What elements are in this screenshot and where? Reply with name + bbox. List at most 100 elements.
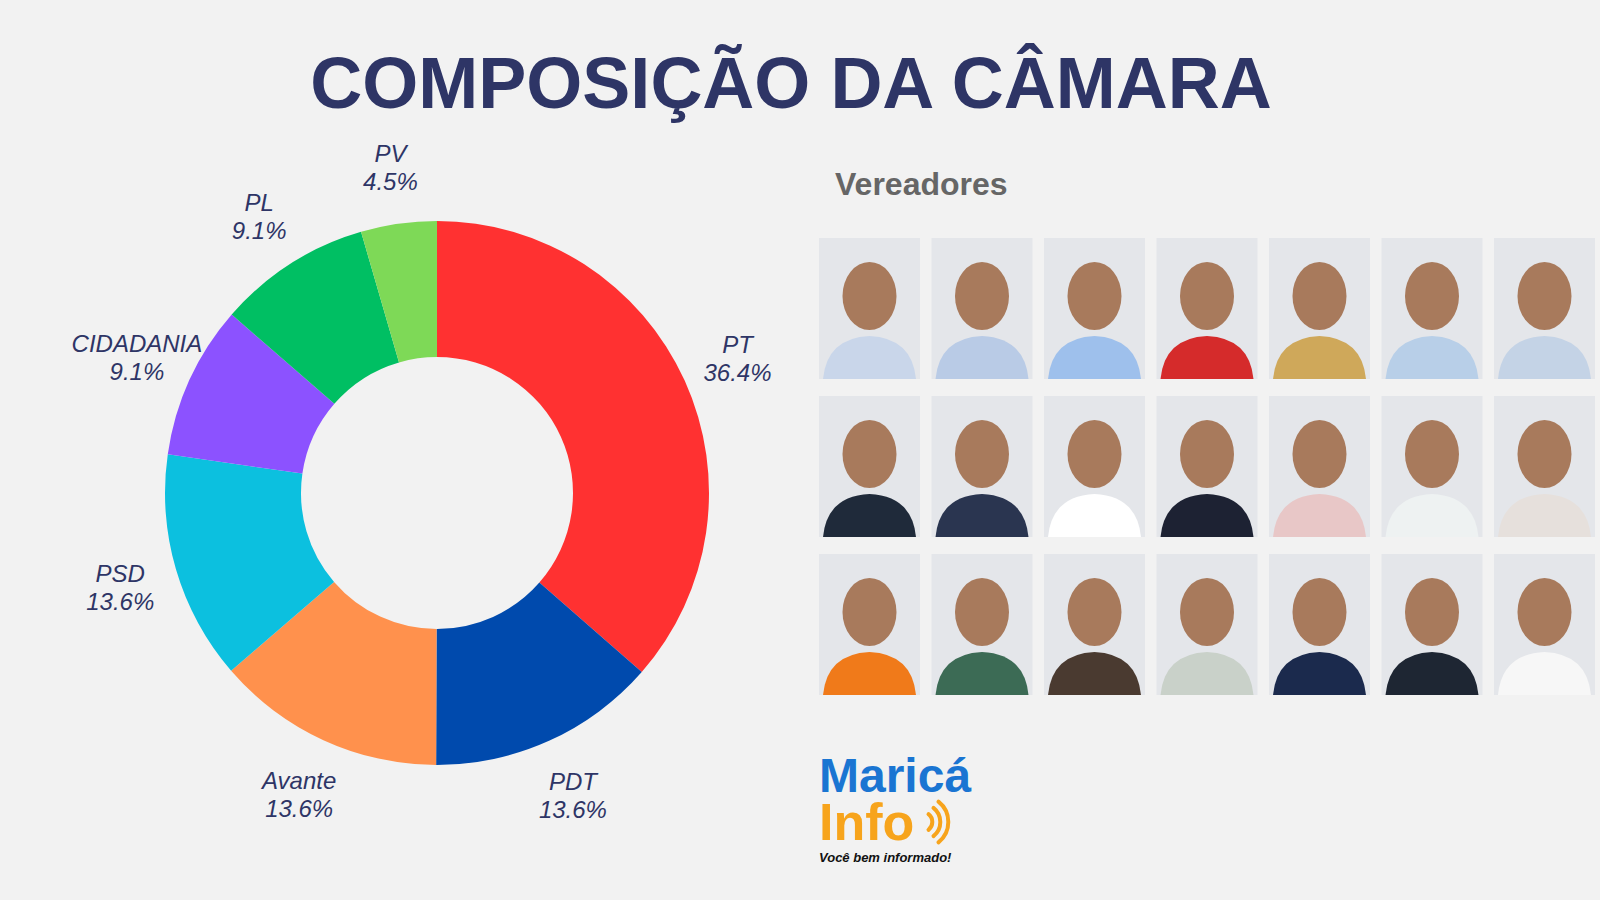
photo-frame xyxy=(1382,396,1483,537)
photo-head xyxy=(1180,262,1234,330)
photo xyxy=(1269,554,1370,695)
photo-frame xyxy=(1157,396,1258,537)
slice-category: PT xyxy=(722,331,755,358)
photo-head xyxy=(1068,578,1122,646)
slice-value: 13.6% xyxy=(265,795,333,822)
photo xyxy=(1269,396,1370,537)
photo-frame xyxy=(1044,238,1145,379)
photo-frame xyxy=(1382,238,1483,379)
photo-frame xyxy=(932,238,1033,379)
photo-body xyxy=(1273,336,1366,379)
photo xyxy=(1157,554,1258,695)
photos-heading: Vereadores xyxy=(835,166,1008,202)
donut xyxy=(165,221,709,765)
data-labels: PT36.4%PDT13.6%Avante13.6%PSD13.6%CIDADA… xyxy=(72,140,772,822)
photo-frame xyxy=(1494,396,1595,537)
photo xyxy=(1382,238,1483,379)
photo xyxy=(1044,396,1145,537)
logo-wave xyxy=(929,814,933,830)
slice-category: Avante xyxy=(260,767,336,794)
photo xyxy=(1494,554,1595,695)
photo xyxy=(932,554,1033,695)
photo-head xyxy=(1518,420,1572,488)
photo-head xyxy=(843,578,897,646)
photo-frame xyxy=(1494,554,1595,695)
slice-value: 9.1% xyxy=(110,358,165,385)
photo-body xyxy=(1273,652,1366,695)
slice-category: PSD xyxy=(96,560,145,587)
slice-category: PV xyxy=(374,140,408,167)
photo-head xyxy=(1180,578,1234,646)
photo-head xyxy=(1293,262,1347,330)
photo-body xyxy=(823,494,916,537)
photo-body xyxy=(823,652,916,695)
photo-body xyxy=(936,652,1029,695)
photo-frame xyxy=(819,396,920,537)
slice-value: 4.5% xyxy=(363,168,418,195)
photo-head xyxy=(1293,420,1347,488)
photo-body xyxy=(1386,336,1479,379)
photo-head xyxy=(955,578,1009,646)
photo-body xyxy=(1048,652,1141,695)
page: COMPOSIÇÃO DA CÂMARA PT36.4%PDT13.6%Avant… xyxy=(0,0,1600,900)
slice xyxy=(437,221,709,672)
photo-frame xyxy=(1269,396,1370,537)
slice xyxy=(436,583,642,765)
slice-value: 13.6% xyxy=(539,796,607,823)
photo xyxy=(1494,238,1595,379)
photo-body xyxy=(1498,494,1591,537)
logo: MaricáInfoVocê bem informado! xyxy=(819,749,971,865)
photo-grid xyxy=(819,238,1595,695)
photo-frame xyxy=(1269,238,1370,379)
photo-frame xyxy=(1044,554,1145,695)
photo-frame xyxy=(932,396,1033,537)
slice-value: 9.1% xyxy=(232,217,287,244)
photo-frame xyxy=(1269,554,1370,695)
photo-head xyxy=(1405,420,1459,488)
photo-head xyxy=(1068,420,1122,488)
photo-head xyxy=(843,262,897,330)
photo-head xyxy=(955,420,1009,488)
slice-value: 13.6% xyxy=(86,588,154,615)
photo xyxy=(1269,238,1370,379)
photo-body xyxy=(1161,652,1254,695)
slice xyxy=(165,454,334,671)
photo xyxy=(1157,396,1258,537)
photo-body xyxy=(1386,652,1479,695)
title: COMPOSIÇÃO DA CÂMARA xyxy=(310,43,1271,123)
slice-category: PL xyxy=(244,189,273,216)
logo-wave xyxy=(933,808,940,836)
logo-tagline: Você bem informado! xyxy=(819,850,952,865)
logo-name2: Info xyxy=(819,793,914,851)
background xyxy=(0,0,1600,900)
photo xyxy=(1382,554,1483,695)
photo-body xyxy=(1048,336,1141,379)
logo-wave xyxy=(938,802,948,843)
photo xyxy=(932,238,1033,379)
photo xyxy=(819,238,920,379)
photo xyxy=(819,554,920,695)
photo-head xyxy=(1293,578,1347,646)
photo xyxy=(1044,238,1145,379)
photo-frame xyxy=(1157,554,1258,695)
photo xyxy=(1494,396,1595,537)
photo-head xyxy=(1068,262,1122,330)
photo-body xyxy=(936,494,1029,537)
photo-body xyxy=(1386,494,1479,537)
slice xyxy=(361,221,437,362)
photo-head xyxy=(1405,262,1459,330)
photo-body xyxy=(1048,494,1141,537)
slice-category: PDT xyxy=(549,768,599,795)
photo-frame xyxy=(1044,396,1145,537)
photo-body xyxy=(1273,494,1366,537)
photo xyxy=(1044,554,1145,695)
photo-head xyxy=(1518,262,1572,330)
photo-head xyxy=(1405,578,1459,646)
photo xyxy=(819,396,920,537)
photo-frame xyxy=(819,554,920,695)
photo-frame xyxy=(1157,238,1258,379)
photo-frame xyxy=(932,554,1033,695)
photo-head xyxy=(843,420,897,488)
photo-head xyxy=(1518,578,1572,646)
photo-head xyxy=(955,262,1009,330)
